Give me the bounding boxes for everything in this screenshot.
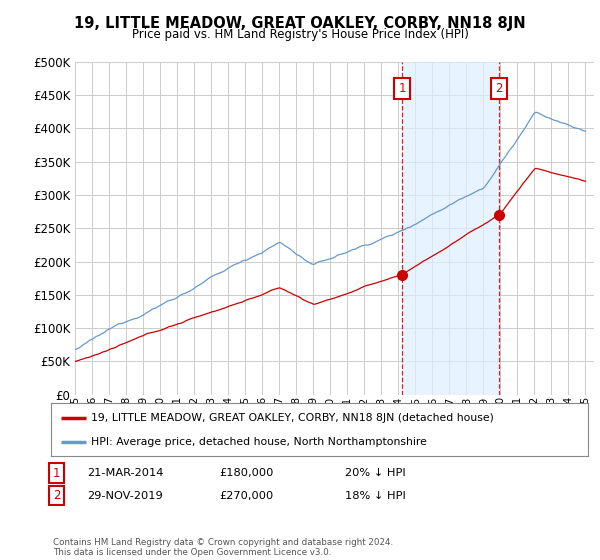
Text: 19, LITTLE MEADOW, GREAT OAKLEY, CORBY, NN18 8JN: 19, LITTLE MEADOW, GREAT OAKLEY, CORBY, … xyxy=(74,16,526,31)
Text: 2: 2 xyxy=(495,82,503,95)
Text: 1: 1 xyxy=(53,466,60,480)
Text: £270,000: £270,000 xyxy=(219,491,273,501)
Text: Price paid vs. HM Land Registry's House Price Index (HPI): Price paid vs. HM Land Registry's House … xyxy=(131,28,469,41)
Text: HPI: Average price, detached house, North Northamptonshire: HPI: Average price, detached house, Nort… xyxy=(91,437,427,447)
Text: 18% ↓ HPI: 18% ↓ HPI xyxy=(345,491,406,501)
Text: 1: 1 xyxy=(398,82,406,95)
Text: 21-MAR-2014: 21-MAR-2014 xyxy=(87,468,163,478)
Text: 2: 2 xyxy=(53,489,60,502)
Bar xyxy=(402,62,499,395)
Text: Contains HM Land Registry data © Crown copyright and database right 2024.
This d: Contains HM Land Registry data © Crown c… xyxy=(53,538,393,557)
Text: £180,000: £180,000 xyxy=(219,468,274,478)
Text: 19, LITTLE MEADOW, GREAT OAKLEY, CORBY, NN18 8JN (detached house): 19, LITTLE MEADOW, GREAT OAKLEY, CORBY, … xyxy=(91,413,494,423)
Text: 20% ↓ HPI: 20% ↓ HPI xyxy=(345,468,406,478)
Text: 29-NOV-2019: 29-NOV-2019 xyxy=(87,491,163,501)
